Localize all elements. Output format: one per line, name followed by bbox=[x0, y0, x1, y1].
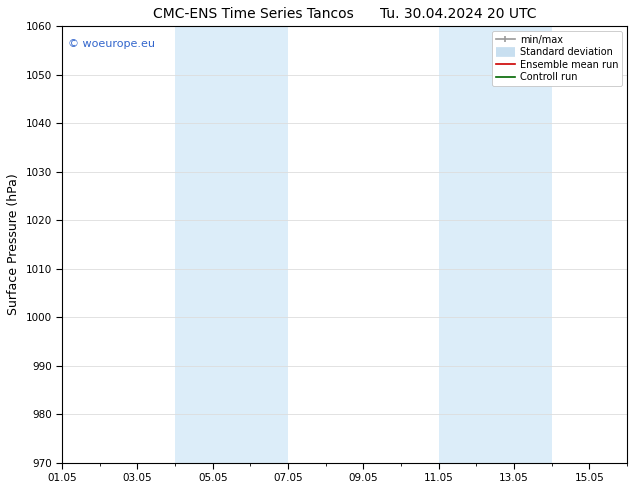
Bar bbox=[175, 26, 288, 463]
Text: © woeurope.eu: © woeurope.eu bbox=[68, 39, 155, 49]
Legend: min/max, Standard deviation, Ensemble mean run, Controll run: min/max, Standard deviation, Ensemble me… bbox=[491, 31, 622, 86]
Title: CMC-ENS Time Series Tancos      Tu. 30.04.2024 20 UTC: CMC-ENS Time Series Tancos Tu. 30.04.202… bbox=[153, 7, 536, 21]
Bar bbox=[439, 26, 552, 463]
Y-axis label: Surface Pressure (hPa): Surface Pressure (hPa) bbox=[7, 173, 20, 316]
